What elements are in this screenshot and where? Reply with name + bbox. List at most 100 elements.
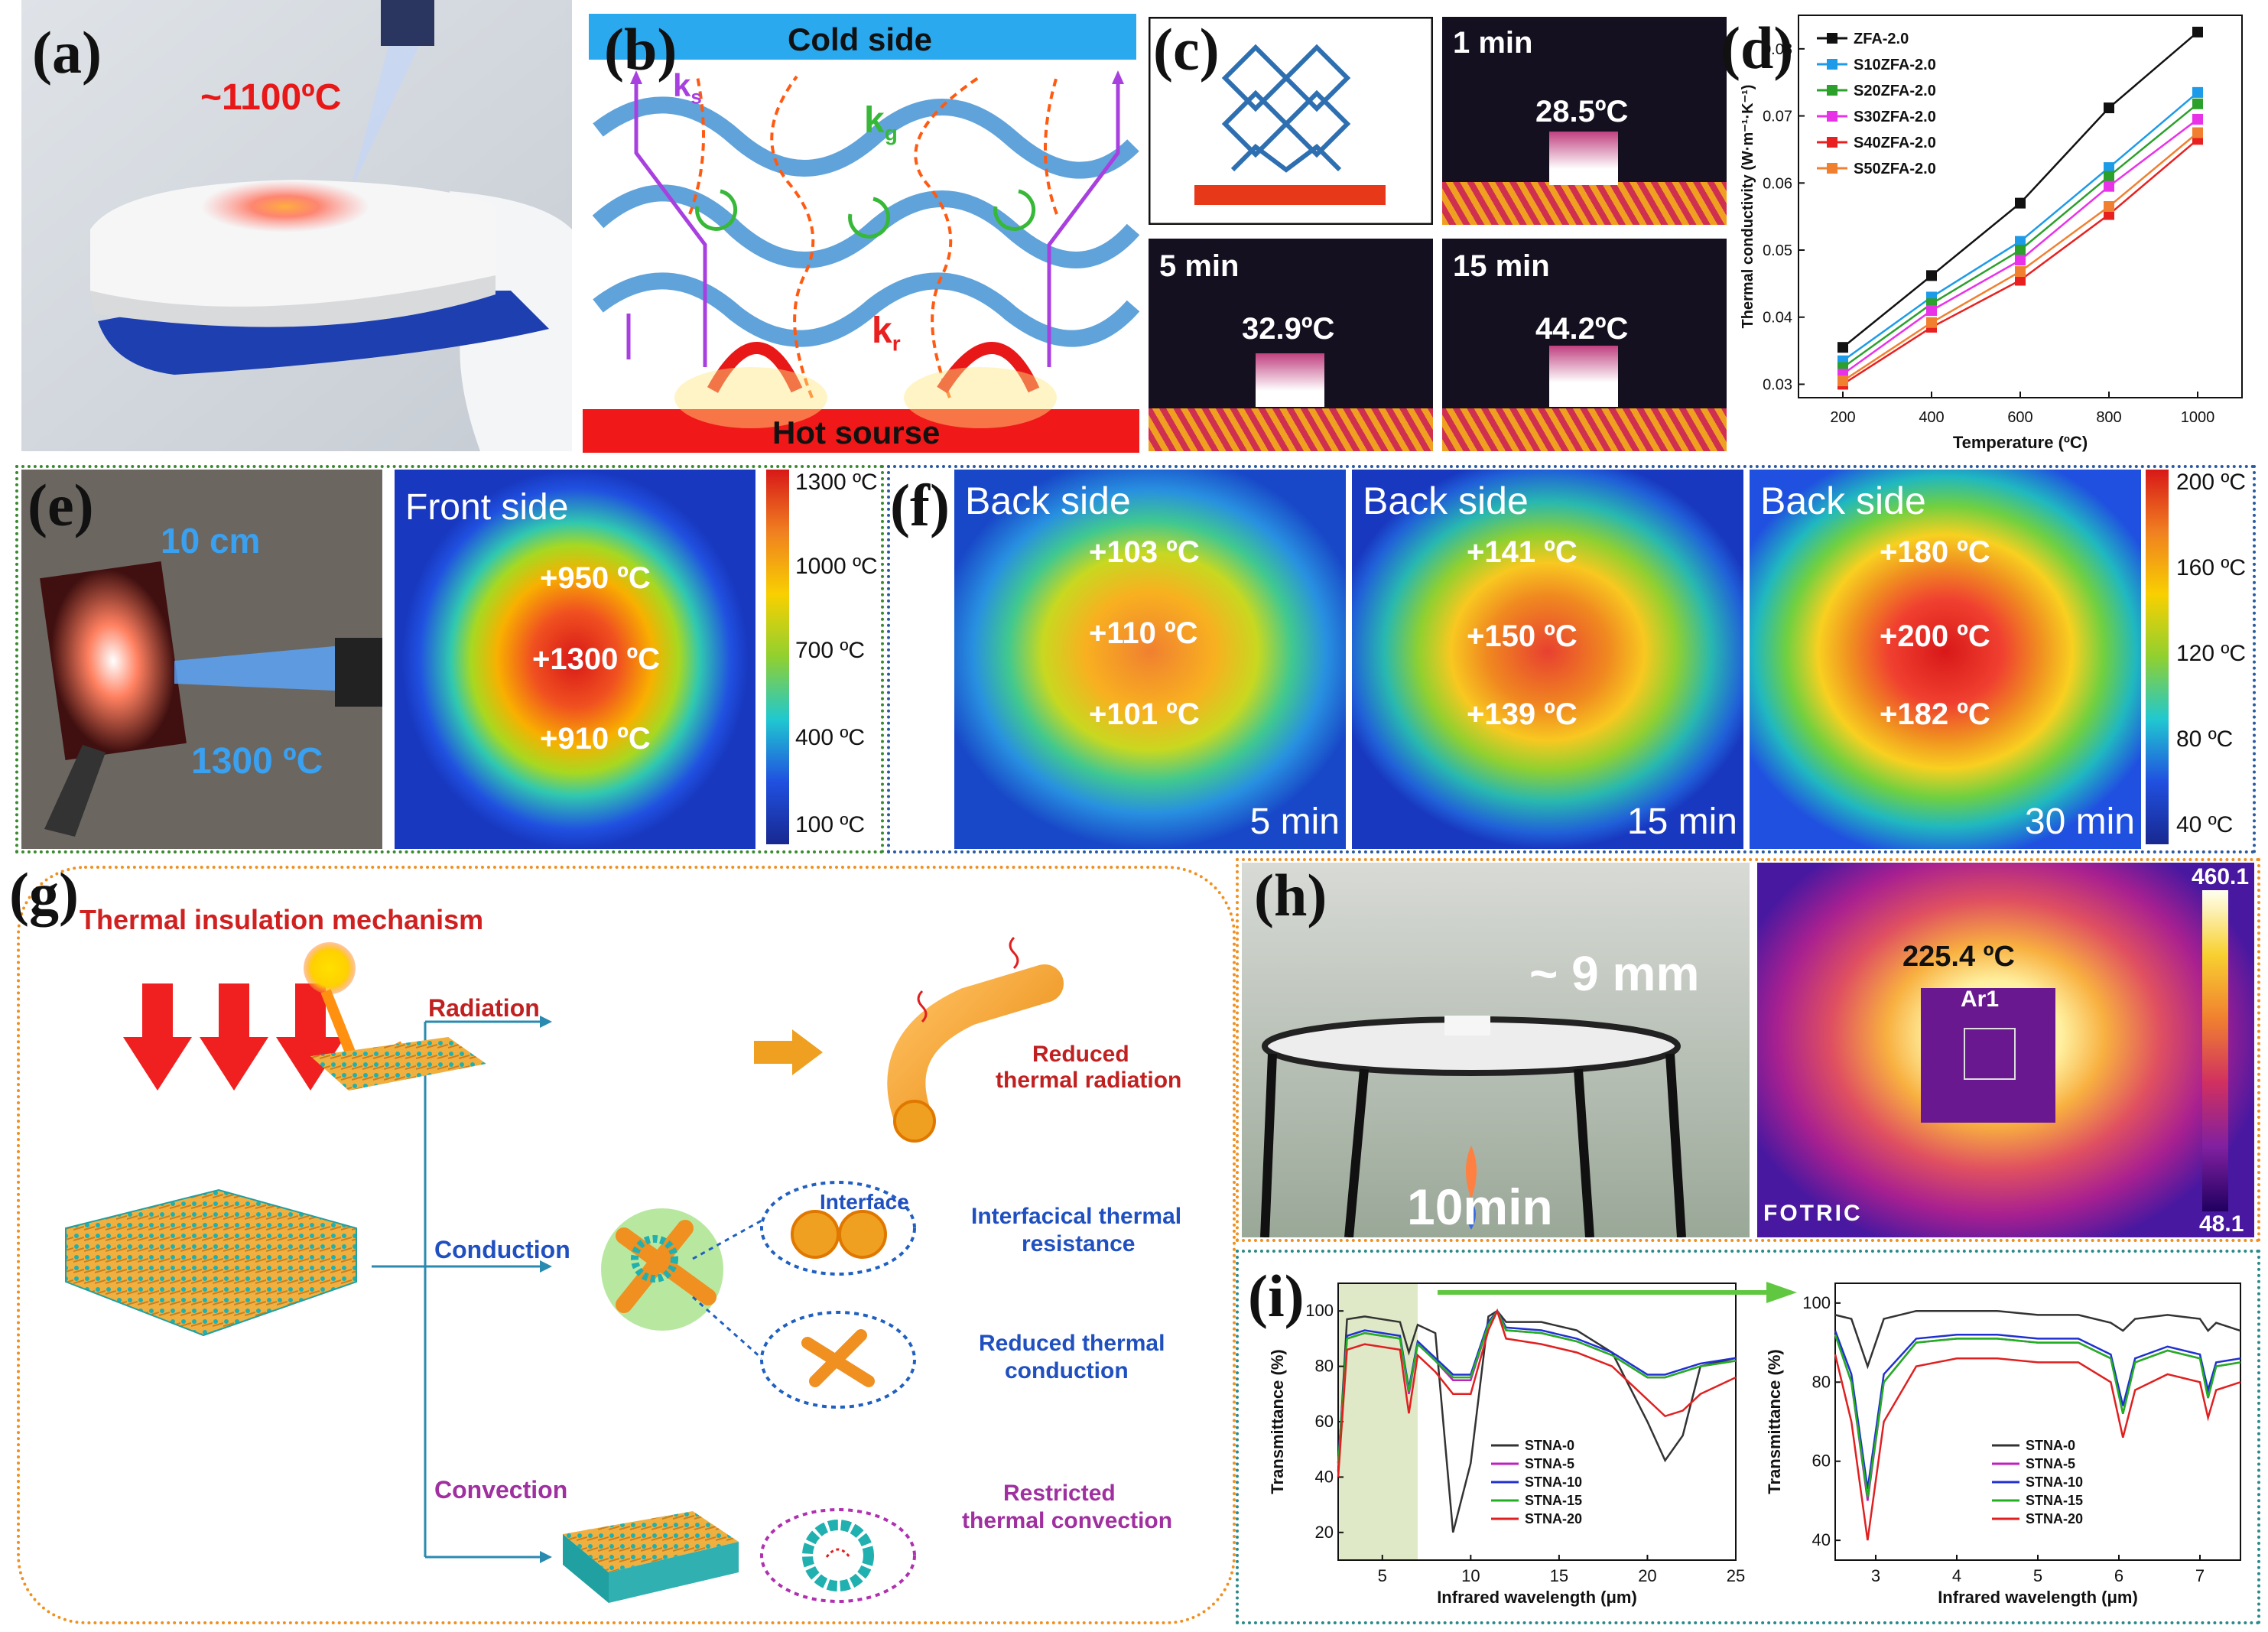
series-line-STNA-15: [1834, 1334, 2241, 1497]
data-point: [2104, 102, 2114, 114]
x-tick-label: 400: [1919, 409, 1944, 426]
panel-i-frame: [1236, 1250, 2260, 1624]
back-side-30min: Back side +180 ºC +200 ºC +182 ºC 30 min: [1750, 470, 2141, 849]
data-point: [2015, 255, 2026, 266]
legend-label: STNA-0: [1525, 1438, 1574, 1453]
y-tick-label: 0.08: [1763, 41, 1792, 58]
reduced-conduction-2: conduction: [1005, 1358, 1129, 1383]
frame-temp: 44.2ºC: [1535, 312, 1629, 346]
temp-center: +1300 ºC: [532, 642, 660, 676]
panel-a-photo: [21, 0, 572, 451]
y-tick-label: 0.04: [1763, 310, 1792, 327]
conduction-label: Conduction: [434, 1236, 570, 1263]
series-line-STNA-20: [1337, 1308, 1737, 1478]
interfacial-label-2: resistance: [1022, 1231, 1136, 1257]
legend-label: STNA-15: [1525, 1493, 1582, 1508]
scale-e-1000: 1000 ºC: [795, 554, 878, 579]
scale-f-40: 40 ºC: [2176, 812, 2234, 837]
panel-label-c: (c): [1153, 16, 1220, 83]
panel-h-thermal: 225.4 ºC Ar1 FOTRIC 460.1 48.1: [1757, 863, 2254, 1237]
thermal-base: [1442, 408, 1727, 451]
h-max-label: 460.1: [2192, 864, 2250, 889]
ar1-label: Ar1: [1961, 987, 2000, 1012]
restricted-label-2: thermal convection: [962, 1508, 1173, 1533]
back-side-15min: Back side +141 ºC +150 ºC +139 ºC 15 min: [1352, 470, 1743, 849]
frame-time: 1 min: [1453, 26, 1533, 60]
y-tick-label: 40: [1812, 1530, 1831, 1549]
panel-e-photo: [21, 470, 382, 849]
panel-e-thermal: Front side +950 ºC +1300 ºC +910 ºC: [395, 470, 755, 849]
highlight-region: [1338, 1283, 1418, 1560]
front-side-title: Front side: [405, 487, 569, 528]
data-point: [2015, 266, 2026, 278]
series-line-STNA-10: [1834, 1330, 2241, 1490]
thermal-frame-1: 1 min 28.5ºC: [1442, 17, 1727, 225]
series-line-STNA-0: [1337, 1309, 1737, 1533]
data-point: [2104, 162, 2114, 174]
panel-label-a: (a): [32, 19, 102, 86]
x-tick-label: 20: [1638, 1566, 1656, 1585]
panel-i-left-chart: 5 10 15 20 25 20 40 60 80 100 Infrared wavelength …: [1268, 1283, 1745, 1607]
thermal-frame-5: 5 min 32.9ºC: [1149, 239, 1433, 451]
scale-e-1300: 1300 ºC: [795, 470, 878, 495]
legend-label: STNA-5: [1525, 1456, 1574, 1471]
h-temp-label: 225.4 ºC: [1902, 941, 2015, 973]
data-point: [2192, 98, 2203, 109]
panel-g-frame: [17, 866, 1236, 1624]
x-axis-label: Infrared wavelength (μm): [1938, 1588, 2138, 1607]
temp-upper: +141 ºC: [1467, 535, 1578, 569]
panel-h-frame: [1236, 858, 2260, 1242]
legend-label: STNA-5: [2026, 1456, 2075, 1471]
thermal-sample: [1549, 346, 1618, 407]
y-tick-label: 60: [1315, 1412, 1334, 1431]
legend-label: STNA-20: [2026, 1511, 2083, 1526]
interfacial-label-1: Interfacical thermal: [971, 1204, 1182, 1229]
fotric-logo: FOTRIC: [1763, 1201, 1863, 1226]
scale-f-160: 160 ºC: [2176, 555, 2247, 580]
legend-label: STNA-15: [2026, 1493, 2083, 1508]
kr-label: kr: [872, 310, 901, 356]
y-tick-label: 60: [1812, 1452, 1831, 1471]
temp-upper: +180 ºC: [1880, 535, 1990, 569]
scale-f-80: 80 ºC: [2176, 727, 2234, 752]
restricted-label-1: Restricted: [1003, 1481, 1116, 1506]
panel-b-diagram: [583, 0, 1142, 453]
panel-e-frame: [15, 465, 884, 853]
time-label-h: 10min: [1407, 1178, 1553, 1235]
temp-lower: +182 ºC: [1880, 697, 1990, 731]
panel-label-i: (i): [1248, 1263, 1305, 1329]
panel-g-diagram: [65, 936, 1064, 1603]
radiation-label: Radiation: [428, 994, 540, 1022]
ks-label: ks: [673, 67, 702, 109]
series-line-STNA-0: [1834, 1309, 2241, 1370]
kg-label: kg: [864, 100, 898, 145]
scale-e-100: 100 ºC: [795, 812, 866, 837]
data-point: [1926, 304, 1937, 316]
colorbar-e: [766, 470, 789, 844]
data-point: [2015, 245, 2026, 256]
legend-label: STNA-20: [1525, 1511, 1582, 1526]
x-tick-label: 1000: [2181, 409, 2215, 426]
data-point: [2104, 201, 2114, 212]
thermal-base: [1442, 182, 1727, 225]
frame-temp: 32.9ºC: [1242, 312, 1335, 346]
data-point: [1837, 342, 1848, 353]
back-side-title: Back side: [965, 480, 1131, 522]
hot-source-label: Hot sourse: [772, 415, 941, 450]
distance-label: 10 cm: [161, 521, 261, 561]
colorbar-f: [2146, 470, 2169, 844]
x-tick-label: 4: [1952, 1566, 1961, 1585]
legend-label: S10ZFA-2.0: [1854, 57, 1936, 73]
data-point: [2104, 209, 2114, 220]
time-label: 15 min: [1626, 801, 1737, 842]
legend-label: S20ZFA-2.0: [1854, 83, 1936, 99]
reduced-radiation-2: thermal radiation: [996, 1068, 1182, 1093]
temp-center: +200 ºC: [1880, 619, 1990, 653]
colorbar-h: [2202, 890, 2228, 1211]
x-axis-label: Temperature (ºC): [1953, 433, 2088, 452]
legend-label: STNA-10: [1525, 1474, 1582, 1490]
time-label: 5 min: [1249, 801, 1340, 842]
scale-f-120: 120 ºC: [2176, 641, 2247, 666]
thermal-base: [1149, 408, 1433, 451]
panel-label-e: (e): [28, 472, 94, 538]
